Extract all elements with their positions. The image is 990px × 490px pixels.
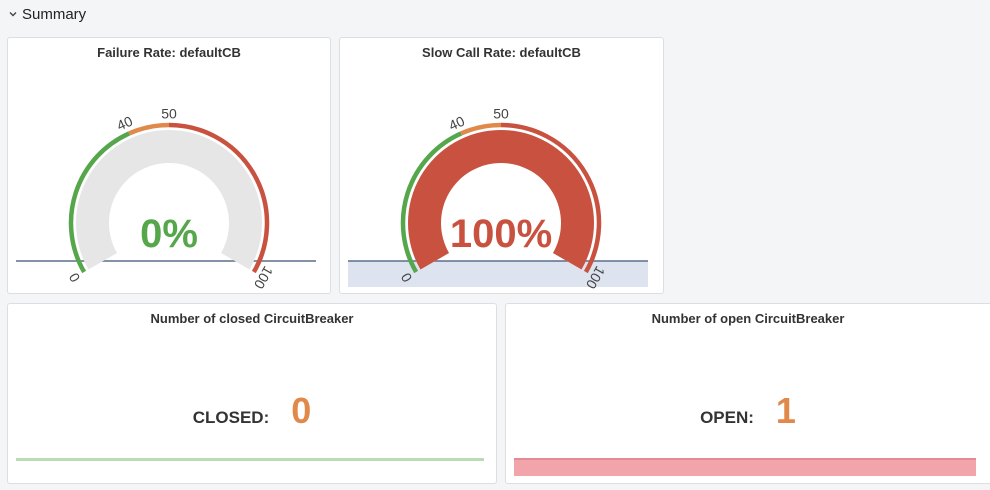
gauge-threshold-segment xyxy=(68,131,131,274)
gauge-tick-label: 50 xyxy=(161,106,177,122)
gauge-tick-label: 40 xyxy=(114,113,135,134)
row-summary-header[interactable]: Summary xyxy=(8,4,86,24)
gauge-threshold-segment xyxy=(460,122,502,136)
gauge-threshold-band xyxy=(68,122,270,274)
gauge-tick-label: 0 xyxy=(65,270,83,285)
stat-label: CLOSED: xyxy=(192,408,270,427)
failure-rate-panel: Failure Rate: defaultCB 0 40 50 100 0% xyxy=(7,37,331,294)
gauge-threshold-band xyxy=(400,122,602,274)
gauge-threshold-segment xyxy=(168,122,270,274)
gauge-track xyxy=(76,130,262,270)
gauge-value-arc xyxy=(408,130,594,270)
failure-rate-gauge: 0 40 50 100 0% xyxy=(16,106,316,292)
gauge-sparkline-fill xyxy=(348,261,648,287)
panel-title: Failure Rate: defaultCB xyxy=(97,45,241,60)
panel-title: Slow Call Rate: defaultCB xyxy=(422,45,581,60)
panel-title: Number of open CircuitBreaker xyxy=(651,311,845,326)
gauge-value: 100% xyxy=(450,212,552,256)
closed-circuitbreaker-panel: Number of closed CircuitBreaker CLOSED: … xyxy=(7,303,497,484)
gauge-threshold-segment xyxy=(128,122,170,136)
panel-title: Number of closed CircuitBreaker xyxy=(150,311,354,326)
stat-sparkline xyxy=(16,458,484,461)
stat-display: CLOSED: 0 xyxy=(8,390,496,432)
gauge-value: 0% xyxy=(140,212,198,256)
stat-label: OPEN: xyxy=(700,408,754,427)
stat-display: OPEN: 1 xyxy=(506,390,990,432)
slow-call-rate-panel: Slow Call Rate: defaultCB 0 40 50 100 10… xyxy=(339,37,664,294)
stat-value: 1 xyxy=(775,390,796,431)
gauge-threshold-segment xyxy=(400,131,463,274)
chevron-down-icon xyxy=(9,12,17,17)
stat-sparkline xyxy=(514,458,976,476)
gauge-tick-label: 50 xyxy=(493,106,509,122)
stat-value: 0 xyxy=(291,390,312,431)
row-title: Summary xyxy=(22,5,87,23)
gauge-tick-label: 40 xyxy=(446,113,467,134)
open-circuitbreaker-panel: Number of open CircuitBreaker OPEN: 1 xyxy=(505,303,990,484)
gauge-threshold-segment xyxy=(500,122,602,274)
slow-call-rate-gauge: 0 40 50 100 100% xyxy=(348,106,648,292)
